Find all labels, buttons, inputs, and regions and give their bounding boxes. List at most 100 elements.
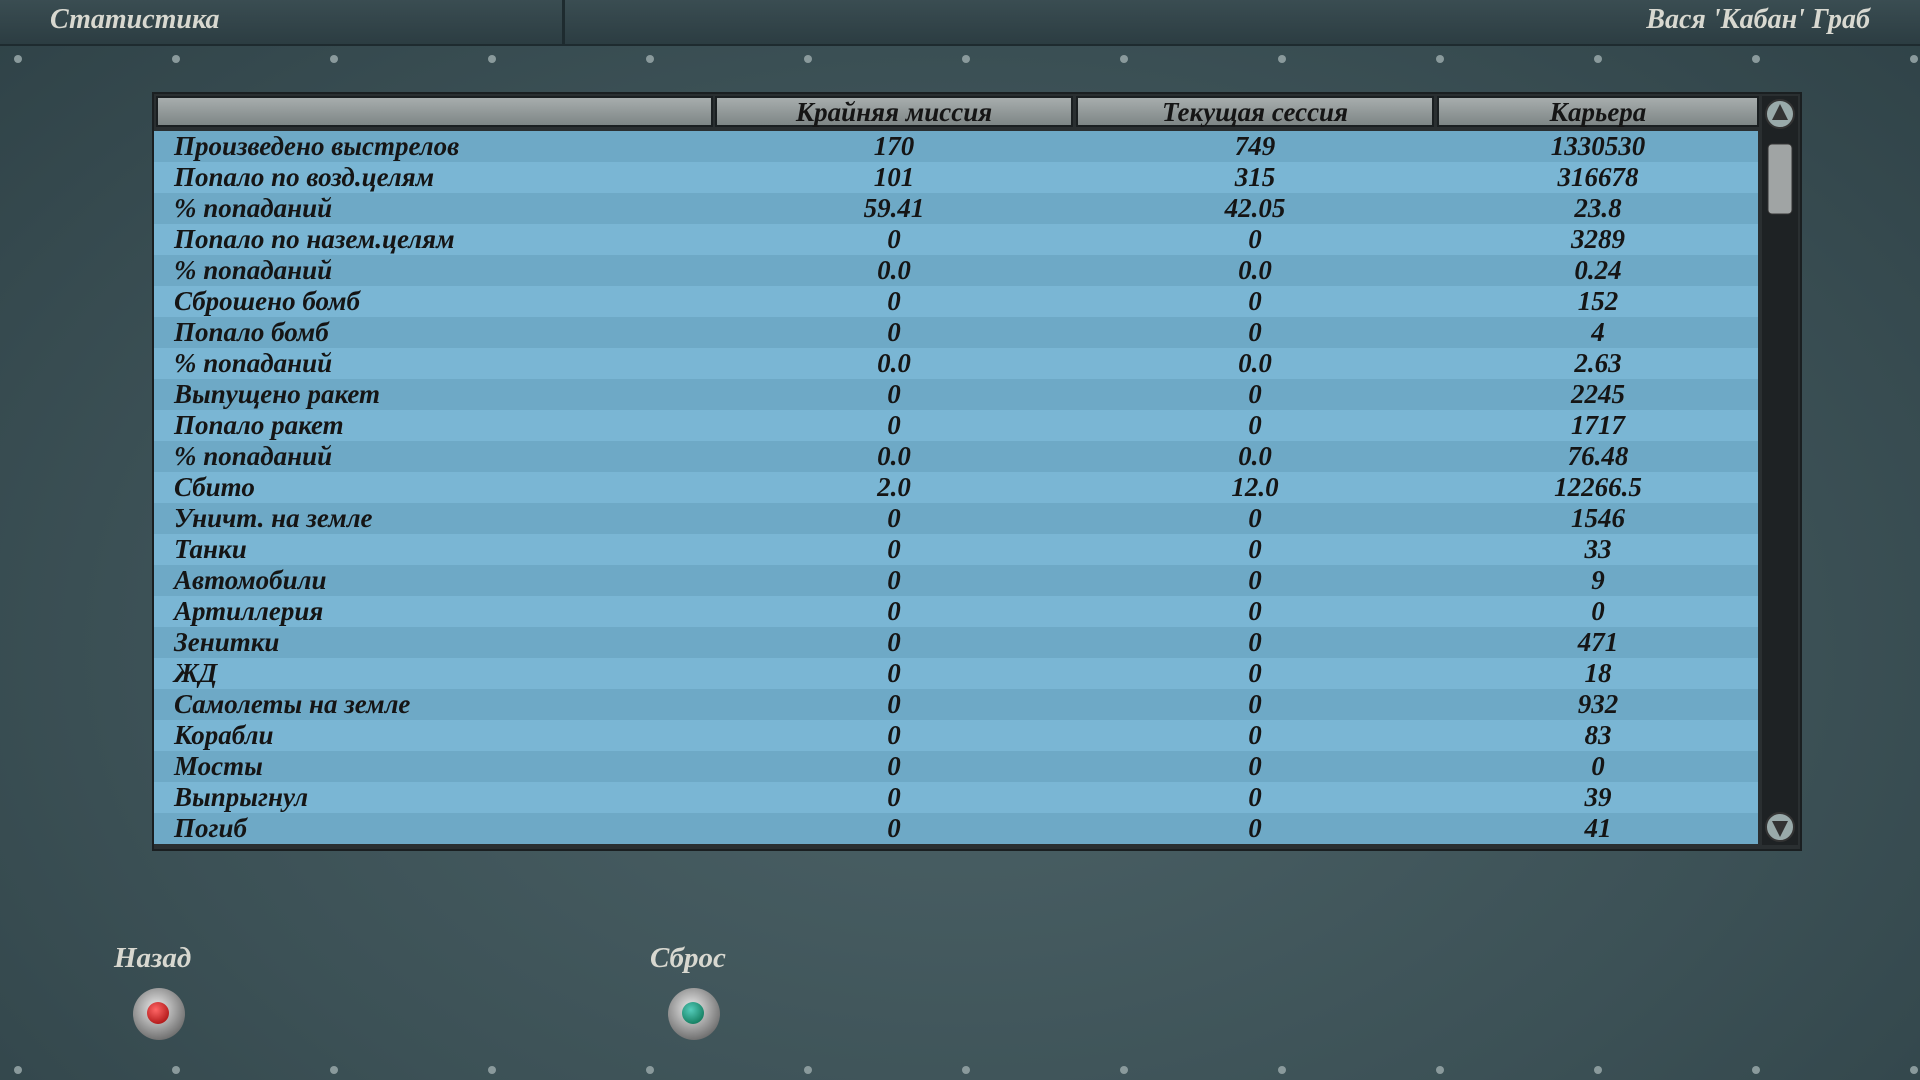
stat-value: 0 [1248,782,1262,812]
reset-label: Сброс [650,942,726,974]
stat-value: 0 [1248,534,1262,564]
stat-value: 42.05 [1224,193,1286,223]
stat-value: 932 [1577,689,1619,719]
rivet [1436,1066,1444,1074]
stat-value: 0 [1248,317,1262,347]
row-label: Попало по назем.целям [174,224,455,254]
row-label: Мосты [174,751,263,781]
stat-value: 76.48 [1567,441,1629,471]
back-button[interactable] [133,988,185,1040]
rivet [1120,1066,1128,1074]
row-label: Автомобили [174,565,327,595]
stat-value: 9 [1591,565,1605,595]
stat-value: 749 [1234,131,1276,161]
stat-value: 0 [887,813,901,843]
row-label: Корабли [174,720,274,750]
row-label: Погиб [174,813,247,843]
rivet [330,55,338,63]
stat-value: 0 [1248,286,1262,316]
column-header: Карьера [1437,96,1759,127]
stat-value: 0 [887,658,901,688]
reset-button[interactable] [668,988,720,1040]
stat-value: 0 [887,286,901,316]
rivet [962,55,970,63]
rivet [14,1066,22,1074]
row-label: Сбито [174,472,255,502]
scrollbar[interactable] [1762,96,1798,845]
row-label: Самолеты на земле [174,689,411,719]
table-row: Автомобили 0 0 9 [154,565,1758,596]
table-row: Корабли 0 0 83 [154,720,1758,751]
stat-value: 1330530 [1550,131,1646,161]
stat-value: 0 [1248,224,1262,254]
stat-value: 170 [873,131,915,161]
stat-value: 0 [1248,751,1262,781]
stat-value: 2245 [1571,379,1625,409]
row-label: Попало по возд.целям [174,162,435,192]
rivet [804,1066,812,1074]
column-header: Крайняя миссия [715,96,1073,127]
table-row: Выпрыгнул 0 0 39 [154,782,1758,813]
table-row: Танки 0 0 33 [154,534,1758,565]
stat-value: 1717 [1571,410,1625,440]
stat-value: 0 [887,751,901,781]
stat-value: 0 [1248,410,1262,440]
row-label: % попаданий [174,193,333,223]
stat-value: 39 [1584,782,1612,812]
row-label: Выпущено ракет [174,379,380,409]
row-label: Попало бомб [174,317,329,347]
row-label: Сброшено бомб [174,286,360,316]
table-row: % попаданий 0.0 0.0 0.24 [154,255,1758,286]
table-row: Погиб 0 0 41 [154,813,1758,844]
stat-value: 0 [1248,720,1262,750]
stat-value: 0 [887,379,901,409]
stat-value: 83 [1584,720,1612,750]
table-row: Сброшено бомб 0 0 152 [154,286,1758,317]
stat-value: 316678 [1557,162,1639,192]
stat-value: 0 [1248,503,1262,533]
stat-value: 1546 [1571,503,1625,533]
stat-value: 3289 [1571,224,1625,254]
row-label: % попаданий [174,348,333,378]
stat-value: 471 [1577,627,1619,657]
rivet [1278,55,1286,63]
stat-value: 12266.5 [1554,472,1642,502]
table-row: % попаданий 0.0 0.0 76.48 [154,441,1758,472]
rivet [1910,1066,1918,1074]
table-row: Сбито 2.0 12.0 12266.5 [154,472,1758,503]
stat-value: 41 [1584,813,1612,843]
stat-value: 101 [873,162,915,192]
rivet [330,1066,338,1074]
rivet [14,55,22,63]
row-label: Уничт. на земле [174,503,373,533]
stat-value: 0.0 [877,441,911,471]
stat-value: 0 [887,565,901,595]
column-header [156,96,713,127]
stat-value: 0.0 [1238,255,1272,285]
table-row: % попаданий 0.0 0.0 2.63 [154,348,1758,379]
stat-value: 0.0 [1238,348,1272,378]
stat-value: 0 [887,596,901,626]
stat-value: 0 [887,534,901,564]
rivet [1594,55,1602,63]
rivet [172,1066,180,1074]
rivet [1594,1066,1602,1074]
table-row: ЖД 0 0 18 [154,658,1758,689]
rivet [1120,55,1128,63]
row-label: Попало ракет [174,410,344,440]
stat-value: 0 [887,410,901,440]
row-label: Артиллерия [174,596,324,626]
rivet [1436,55,1444,63]
table-row: Артиллерия 0 0 0 [154,596,1758,627]
top-bar: Статистика Вася 'Кабан' Граб [0,0,1920,46]
stats-table: Крайняя миссия Текущая сессия Карьера Произ… [152,92,1802,851]
table-row: Попало по возд.целям 101 315 316678 [154,162,1758,193]
stat-value: 2.63 [1574,348,1622,378]
stat-value: 0 [887,224,901,254]
separator [562,0,565,44]
back-label: Назад [114,942,192,974]
table-row: Самолеты на земле 0 0 932 [154,689,1758,720]
stat-value: 0 [887,782,901,812]
rivet [962,1066,970,1074]
